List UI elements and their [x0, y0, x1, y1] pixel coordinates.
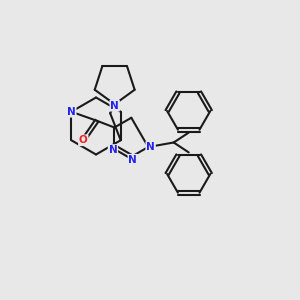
Text: O: O — [79, 135, 88, 145]
Text: N: N — [146, 142, 155, 152]
Text: N: N — [109, 145, 117, 155]
Text: N: N — [110, 101, 119, 111]
Text: N: N — [67, 107, 76, 117]
Text: N: N — [128, 155, 137, 165]
